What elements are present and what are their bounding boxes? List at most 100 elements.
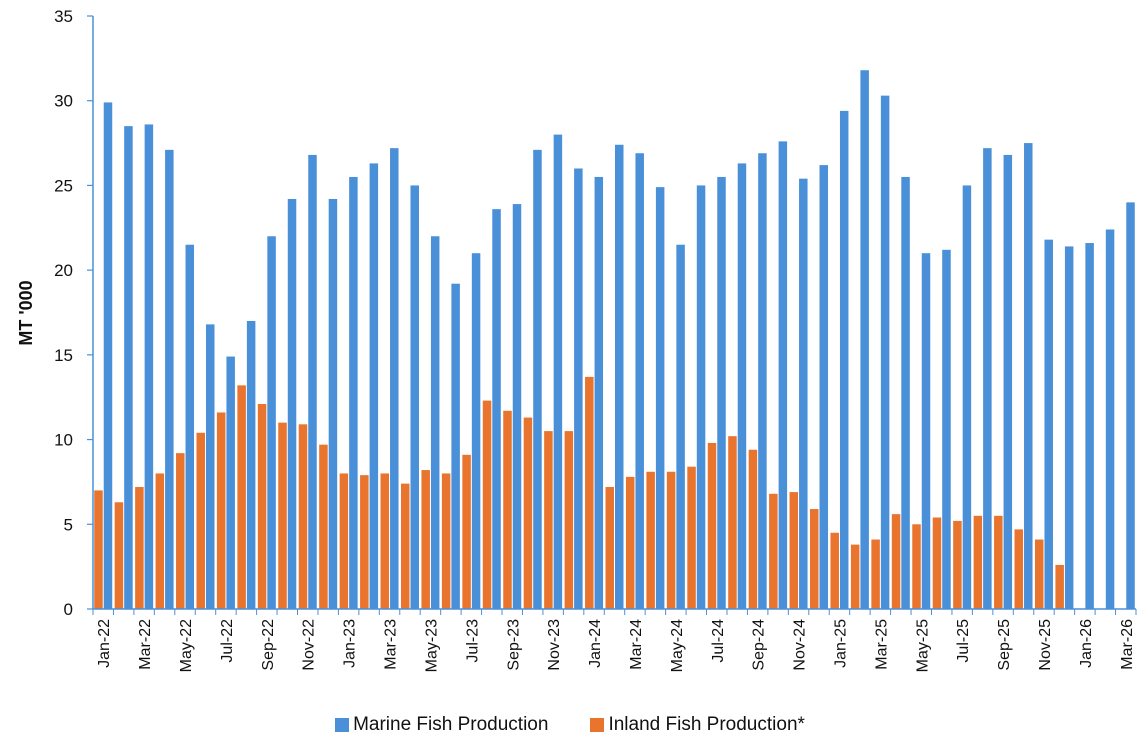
marine-bar [246, 320, 256, 609]
marine-bars [103, 70, 1135, 610]
marine-bar [1126, 202, 1135, 609]
marine-bar [615, 144, 624, 609]
y-axis-title: MT '000 [16, 280, 36, 345]
marine-bar [676, 244, 685, 610]
inland-bar [1034, 539, 1044, 609]
inland-bar [339, 473, 349, 609]
inland-bar [871, 539, 880, 609]
inland-bar [298, 424, 308, 609]
marine-bar [1064, 246, 1074, 610]
marine-bar [390, 148, 399, 609]
x-tick-label: Jul-23 [464, 619, 481, 663]
y-tick-label: 10 [54, 431, 73, 450]
marine-bar [205, 324, 215, 609]
marine-bar [1105, 229, 1115, 610]
x-tick-label: Sep-24 [751, 619, 768, 671]
x-tick-label: Jan-24 [587, 619, 604, 668]
y-tick-label: 15 [54, 346, 73, 365]
inland-bar [585, 376, 594, 609]
inland-bar [380, 473, 390, 609]
marine-bar [696, 185, 706, 609]
inland-bar [319, 444, 328, 609]
marine-bar [1003, 154, 1013, 609]
marine-bar [1024, 143, 1033, 609]
x-tick-label: Jul-24 [710, 619, 727, 663]
marine-bar [226, 356, 235, 609]
x-tick-label: Sep-22 [260, 619, 277, 671]
marine-bar [860, 70, 869, 610]
inland-bar [973, 515, 983, 609]
x-tick-label: Mar-26 [1119, 619, 1136, 670]
x-tick-label: Sep-23 [505, 619, 522, 671]
x-tick-label: Sep-25 [996, 619, 1013, 671]
y-tick-label: 25 [54, 176, 73, 195]
marine-bar [165, 149, 174, 609]
inland-bar [810, 509, 819, 609]
inland-bar [237, 385, 246, 609]
marine-bar [758, 153, 767, 610]
marine-bar [819, 165, 829, 609]
inland-bar [278, 422, 287, 609]
inland-bar [953, 520, 962, 609]
x-tick-label: Jul-22 [219, 619, 236, 663]
inland-bar [441, 473, 451, 609]
x-tick-label: Jan-26 [1078, 619, 1095, 668]
inland-bar [482, 400, 492, 609]
marine-bar [880, 95, 890, 609]
inland-bar [912, 524, 921, 609]
marine-bar [574, 168, 583, 610]
marine-bar [124, 126, 133, 609]
inland-bar [360, 475, 369, 609]
marine-bar [717, 176, 726, 609]
marine-bar [369, 163, 379, 609]
marine-bar [410, 185, 419, 609]
legend: Marine Fish Production Inland Fish Produ… [0, 714, 1140, 736]
inland-bar [850, 544, 860, 609]
marine-bar [839, 110, 849, 609]
inland-bar [257, 403, 267, 609]
inland-bar [176, 453, 185, 609]
marine-bar [655, 187, 665, 609]
x-tick-label: Nov-23 [546, 619, 563, 671]
x-tick-label: Nov-24 [792, 619, 809, 671]
x-tick-label: Mar-23 [383, 619, 400, 670]
inland-bar [196, 432, 205, 609]
marine-bar [983, 148, 992, 609]
y-axis-ticks: 0 5 10 15 20 25 30 35 [54, 7, 93, 619]
legend-label-marine: Marine Fish Production [353, 714, 549, 735]
marine-bar [778, 141, 788, 609]
inland-bar [523, 417, 533, 609]
inland-bar [932, 517, 942, 609]
inland-bar [687, 466, 696, 609]
x-tick-label: Jan-22 [96, 619, 113, 668]
x-tick-label: May-24 [669, 619, 686, 672]
inland-bar [400, 483, 410, 609]
marine-bar [1044, 239, 1053, 609]
y-tick-label: 0 [64, 600, 73, 619]
marine-bar [921, 253, 931, 609]
x-tick-label: May-25 [914, 619, 931, 672]
inland-bar [605, 487, 614, 609]
legend-item-marine: Marine Fish Production [335, 714, 548, 736]
marine-bar [430, 236, 440, 609]
y-tick-label: 30 [54, 92, 73, 111]
marine-bar [308, 154, 317, 609]
x-axis-ticks: Jan-22 Mar-22 May-22 Jul-22 Sep-22 Nov-22 Jan-… [92, 609, 1137, 672]
legend-item-inland: Inland Fish Production* [590, 714, 805, 736]
marine-bar [962, 185, 972, 609]
marine-bar [471, 253, 481, 609]
marine-bar [451, 283, 460, 609]
marine-bar [799, 178, 808, 609]
marine-bar [349, 176, 358, 609]
marine-bar [328, 198, 338, 610]
marine-bar [1085, 243, 1094, 609]
inland-bar [462, 454, 471, 609]
x-tick-label: Nov-22 [301, 619, 318, 671]
marine-bar [594, 176, 604, 609]
x-tick-label: May-22 [178, 619, 195, 672]
inland-bar [155, 473, 165, 609]
x-tick-label: Nov-25 [1037, 619, 1054, 671]
inland-bar [544, 431, 553, 609]
marine-bar [103, 102, 113, 609]
legend-swatch-inland [590, 718, 605, 732]
